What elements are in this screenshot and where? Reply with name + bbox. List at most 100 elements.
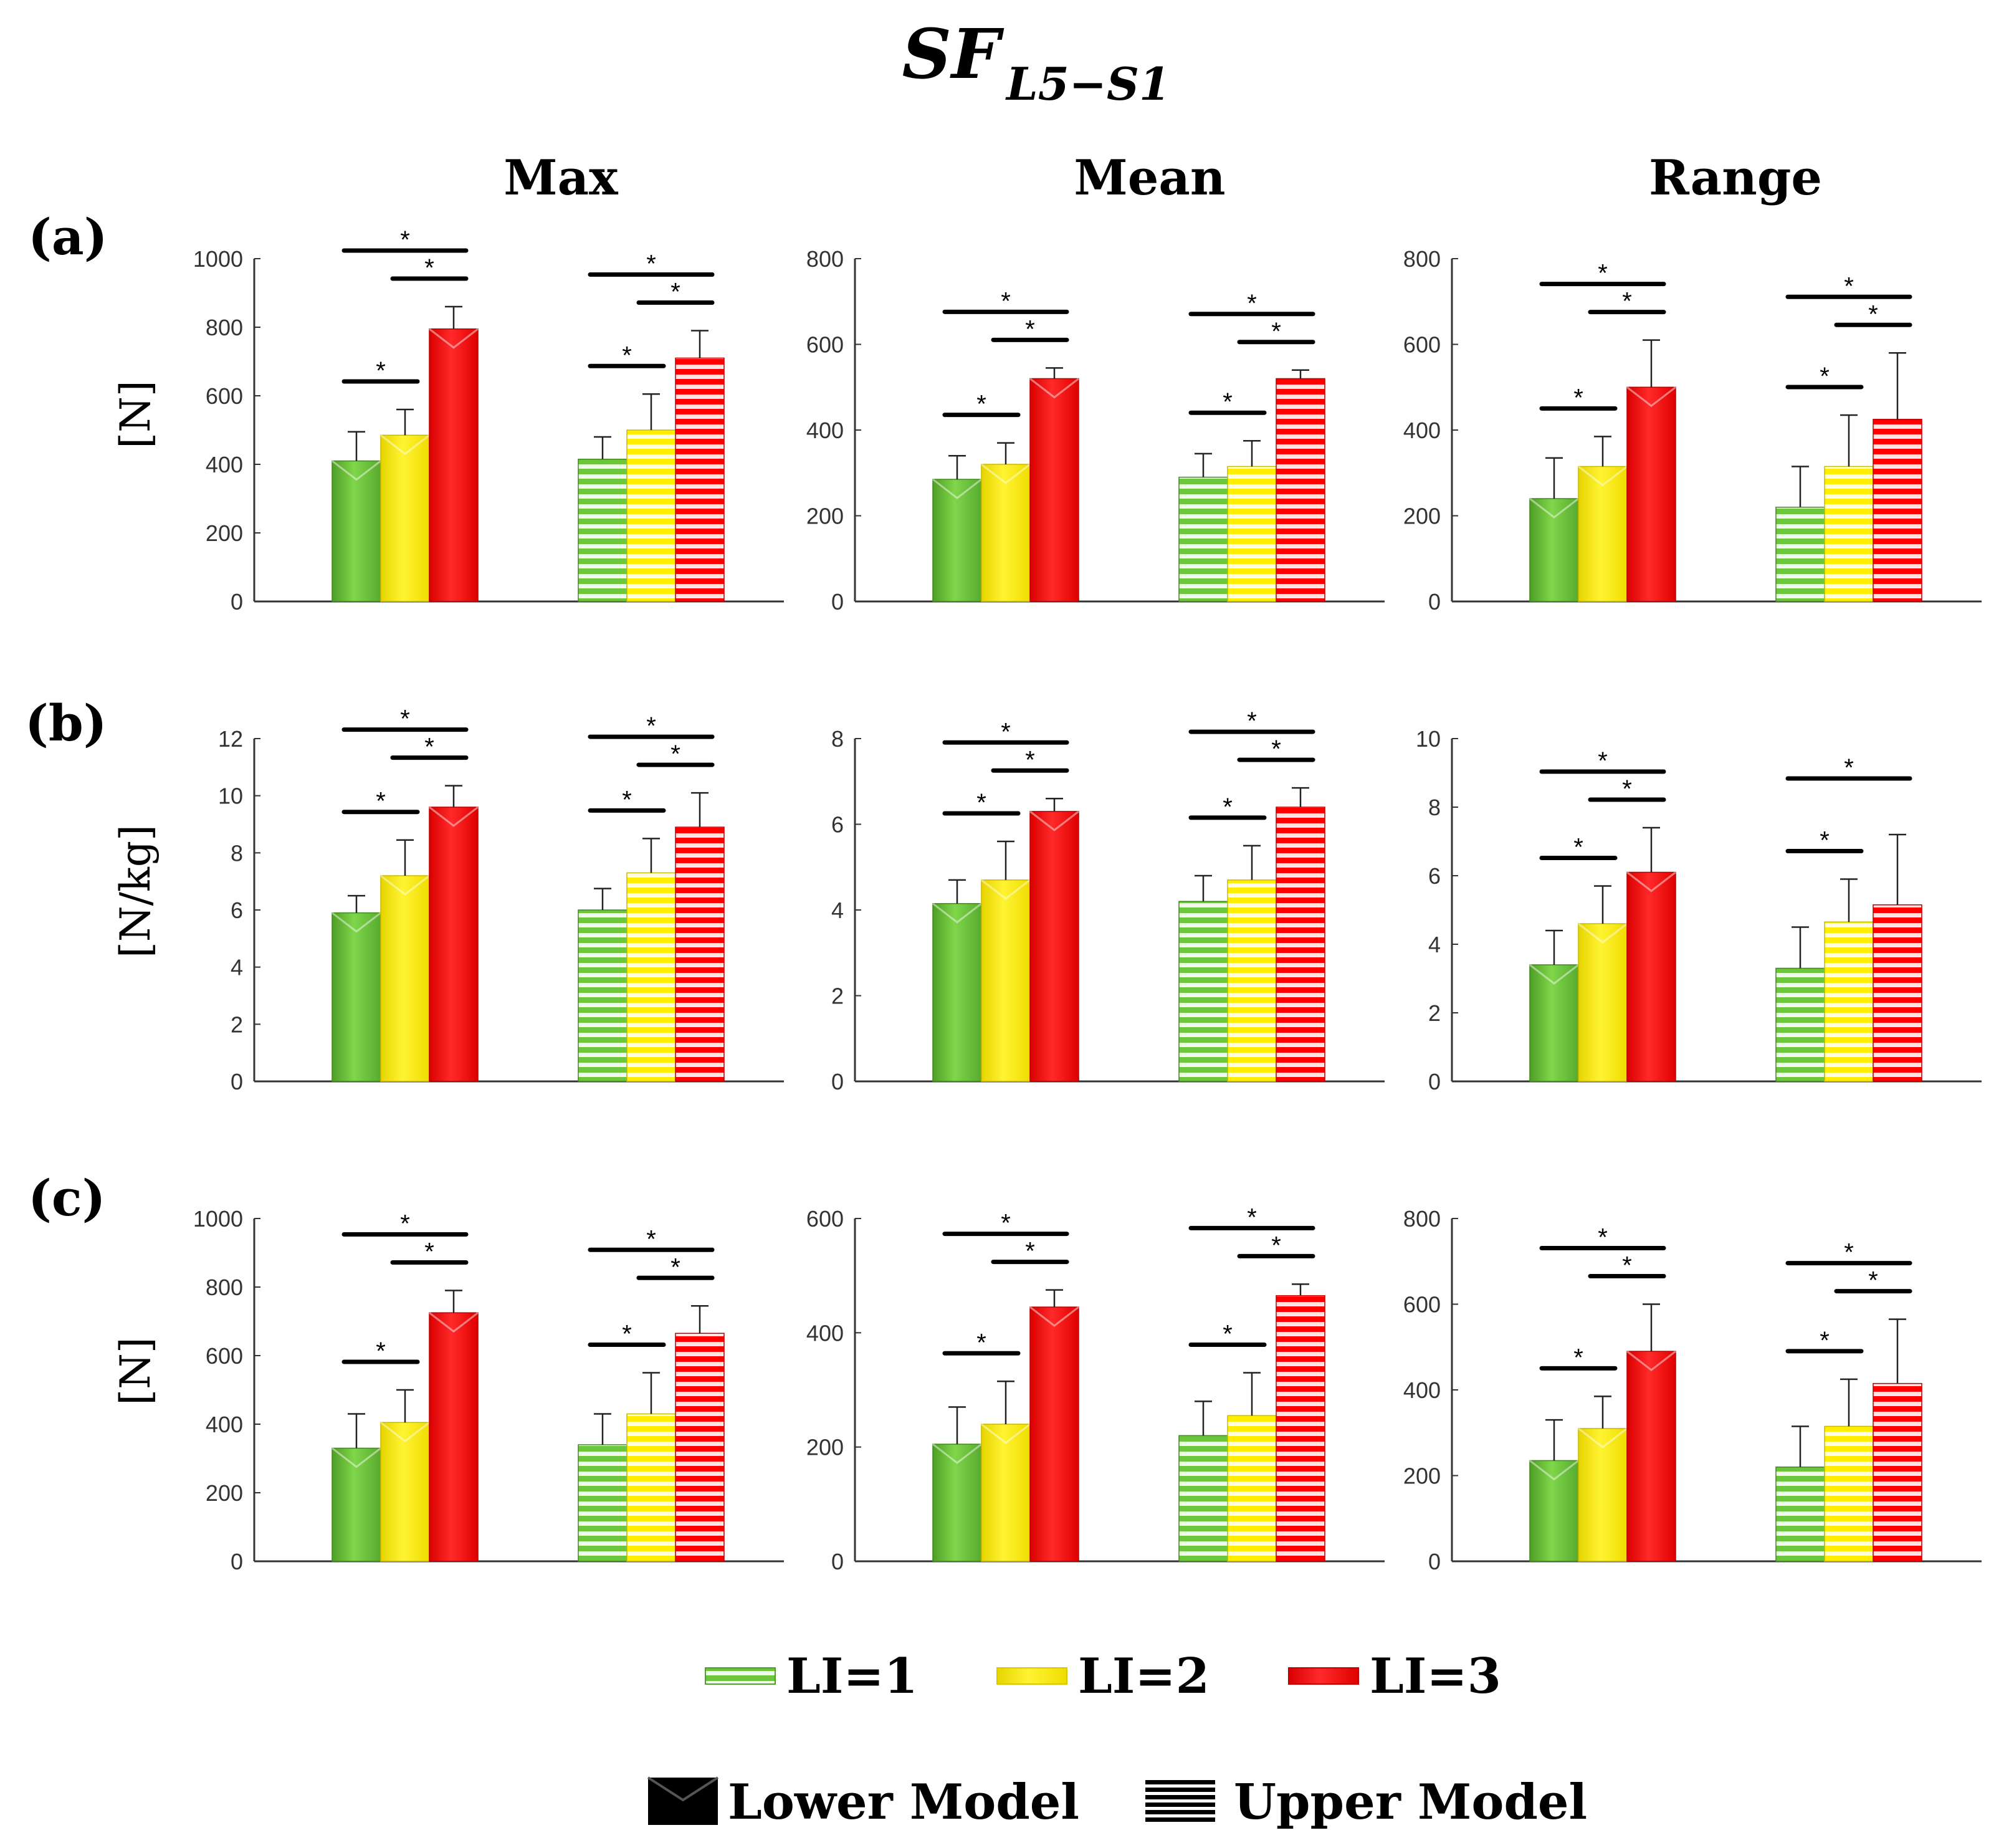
bar-lower-li3 xyxy=(1626,871,1676,1082)
y-tick-label: 2 xyxy=(1428,1000,1441,1026)
bar-bevel xyxy=(1529,497,1579,519)
bar-bevel xyxy=(429,328,479,349)
y-tick-label: 10 xyxy=(1416,726,1441,752)
significance-star: * xyxy=(976,789,986,816)
bar-bevel xyxy=(1626,386,1676,408)
legend-li1: LI=1 xyxy=(705,1648,918,1705)
bar-lower-li2 xyxy=(981,464,1031,602)
bar-upper-li1 xyxy=(578,459,628,602)
bar-upper-li1 xyxy=(578,1444,628,1562)
panel-3-range: 0 200 400 600 800 * * * * * * xyxy=(1403,1206,1982,1574)
significance-star: * xyxy=(376,788,386,815)
significance-star: * xyxy=(1001,1210,1011,1237)
legend-li3: LI=3 xyxy=(1288,1648,1501,1705)
significance-star: * xyxy=(670,740,680,768)
y-tick-label: 0 xyxy=(1428,1549,1441,1574)
y-tick-label: 400 xyxy=(206,1412,243,1437)
significance-star: * xyxy=(400,1210,410,1238)
bar-upper-li3 xyxy=(1873,419,1922,602)
y-tick-label: 0 xyxy=(231,1549,243,1574)
chart-panels: 02004006008001000******0200400600800****… xyxy=(193,226,1982,1574)
bar-lower-li2 xyxy=(1578,466,1628,602)
significance-star: * xyxy=(976,391,986,418)
bar-lower-li1 xyxy=(932,902,982,1082)
bar-lower-li2 xyxy=(981,1424,1031,1562)
y-tick-label: 800 xyxy=(206,1275,243,1300)
y-tick-label: 8 xyxy=(831,726,844,752)
significance-star: * xyxy=(1247,1204,1257,1231)
legend-lower-model-bevel xyxy=(647,1776,719,1802)
panel-2-mean: 0 2 4 6 8 * * * * * * xyxy=(831,707,1385,1094)
bar-lower-li2 xyxy=(380,875,430,1082)
legend-upper-model-swatch xyxy=(1145,1778,1215,1825)
y-tick-label: 600 xyxy=(806,1206,844,1232)
significance-star: * xyxy=(1820,1327,1830,1354)
y-tick-label: 6 xyxy=(231,898,243,923)
bar-bevel xyxy=(1029,378,1079,399)
bar-lower-li2 xyxy=(1578,923,1628,1082)
significance-star: * xyxy=(1868,300,1878,328)
significance-star: * xyxy=(1573,384,1583,411)
legend-li3-label: LI=3 xyxy=(1370,1648,1501,1705)
legend-models: Lower Model Upper Model xyxy=(647,1774,1587,1831)
legend-lower-model-label: Lower Model xyxy=(728,1774,1079,1831)
legend-li1-label: LI=1 xyxy=(786,1648,918,1705)
significance-star: * xyxy=(1025,746,1035,773)
significance-star: * xyxy=(1271,1232,1281,1259)
significance-star: * xyxy=(424,254,434,282)
y-tick-label: 6 xyxy=(1428,863,1441,889)
bar-upper-li2 xyxy=(1824,921,1874,1082)
significance-star: * xyxy=(1001,718,1011,745)
bar-lower-li2 xyxy=(1578,1428,1628,1562)
significance-star: * xyxy=(1820,827,1830,855)
panel-2-max: 0 2 4 6 8 10 12 * * * * * * xyxy=(218,706,784,1094)
bar-lower-li2 xyxy=(380,1422,430,1562)
bar-lower-li3 xyxy=(1626,386,1676,602)
panel-3-mean: 0 200 400 600 * * * * * * xyxy=(806,1204,1385,1574)
significance-star: * xyxy=(1622,288,1632,315)
bar-lower-li3 xyxy=(1029,378,1079,602)
significance-star: * xyxy=(1573,1344,1583,1371)
y-tick-label: 200 xyxy=(1403,504,1441,529)
panel-1-range: 0 200 400 600 800 * * * * * * xyxy=(1403,246,1982,615)
bar-bevel xyxy=(1029,1306,1079,1327)
y-tick-label: 800 xyxy=(806,246,844,272)
bar-bevel xyxy=(1578,466,1628,487)
significance-star: * xyxy=(1598,1224,1608,1252)
significance-star: * xyxy=(646,251,656,278)
significance-star: * xyxy=(376,357,386,385)
significance-star: * xyxy=(1271,318,1281,345)
significance-star: * xyxy=(1598,747,1608,775)
significance-star: * xyxy=(670,1253,680,1281)
figure-title: SF xyxy=(902,14,1004,94)
bar-bevel xyxy=(981,463,1031,484)
y-tick-label: 400 xyxy=(806,418,844,443)
legend-li1-swatch xyxy=(705,1667,776,1685)
significance-star: * xyxy=(1247,707,1257,735)
y-tick-label: 10 xyxy=(218,783,243,809)
bar-bevel xyxy=(332,912,381,933)
significance-star: * xyxy=(1622,1252,1632,1280)
bar-lower-li1 xyxy=(332,912,381,1082)
significance-star: * xyxy=(1271,735,1281,763)
bar-bevel xyxy=(932,902,982,924)
significance-star: * xyxy=(1622,775,1632,803)
significance-star: * xyxy=(376,1338,386,1365)
y-tick-label: 200 xyxy=(806,1435,844,1460)
significance-star: * xyxy=(646,1225,656,1253)
y-tick-label: 0 xyxy=(831,1069,844,1094)
y-unit-row-c: [N] xyxy=(112,1337,160,1405)
significance-star: * xyxy=(622,786,632,813)
significance-star: * xyxy=(1598,260,1608,287)
row-label-a: (a) xyxy=(28,208,108,266)
column-title-max: Max xyxy=(503,150,619,206)
significance-star: * xyxy=(1025,1238,1035,1265)
bar-lower-li2 xyxy=(380,434,430,602)
significance-star: * xyxy=(1025,315,1035,343)
bar-bevel xyxy=(981,879,1031,900)
significance-star: * xyxy=(1223,793,1233,821)
panel-2-range: 0 2 4 6 8 10 * * * * * xyxy=(1416,726,1982,1094)
y-tick-label: 0 xyxy=(831,589,844,615)
bar-upper-li1 xyxy=(1775,507,1825,602)
